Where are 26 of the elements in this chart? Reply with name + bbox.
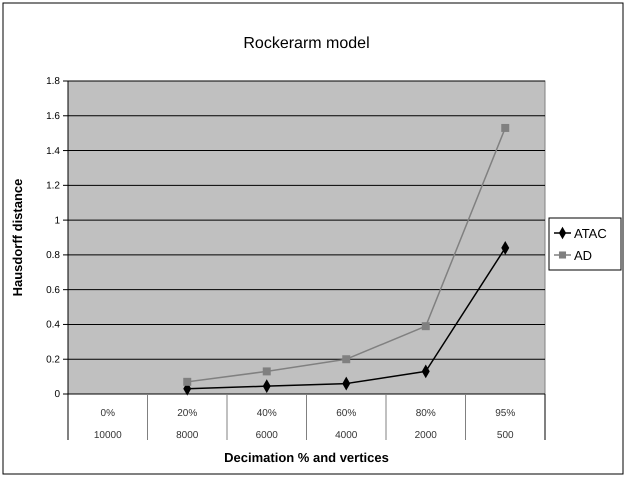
- y-tick-label: 0.4: [46, 320, 60, 331]
- y-axis-title: Hausdorff distance: [10, 178, 25, 296]
- legend-label: ATAC: [574, 226, 607, 241]
- x-tick-label: 80% 2000: [414, 408, 438, 441]
- chart-title: Rockerarm model: [243, 35, 370, 52]
- y-tick-label: 1.8: [46, 76, 60, 88]
- x-tick-label: 95% 500: [495, 408, 516, 441]
- y-tick-label: 0.6: [46, 284, 60, 296]
- y-tick-label: 0: [54, 389, 60, 400]
- point: [342, 355, 350, 364]
- point: [501, 124, 510, 132]
- point: [422, 322, 430, 330]
- x-axis-title: Decimation % and vertices: [224, 450, 389, 465]
- x-tick-label: 20% 8000: [176, 408, 199, 441]
- y-tick-label: 1.6: [46, 110, 60, 122]
- point: [183, 378, 192, 386]
- x-tick-label: 0% 10000: [94, 408, 122, 441]
- y-tick-label: 1: [54, 215, 60, 226]
- y-tick-label: 0.8: [46, 250, 60, 262]
- y-tick-label: 1.2: [46, 180, 60, 192]
- point: [262, 367, 271, 376]
- y-tick-label: 1.4: [46, 146, 60, 157]
- legend-label: AD: [574, 248, 592, 263]
- x-tick-label: 60% 4000: [335, 408, 358, 441]
- y-tick-label: 0.2: [46, 354, 60, 366]
- x-tick-label: 40% 6000: [256, 408, 278, 441]
